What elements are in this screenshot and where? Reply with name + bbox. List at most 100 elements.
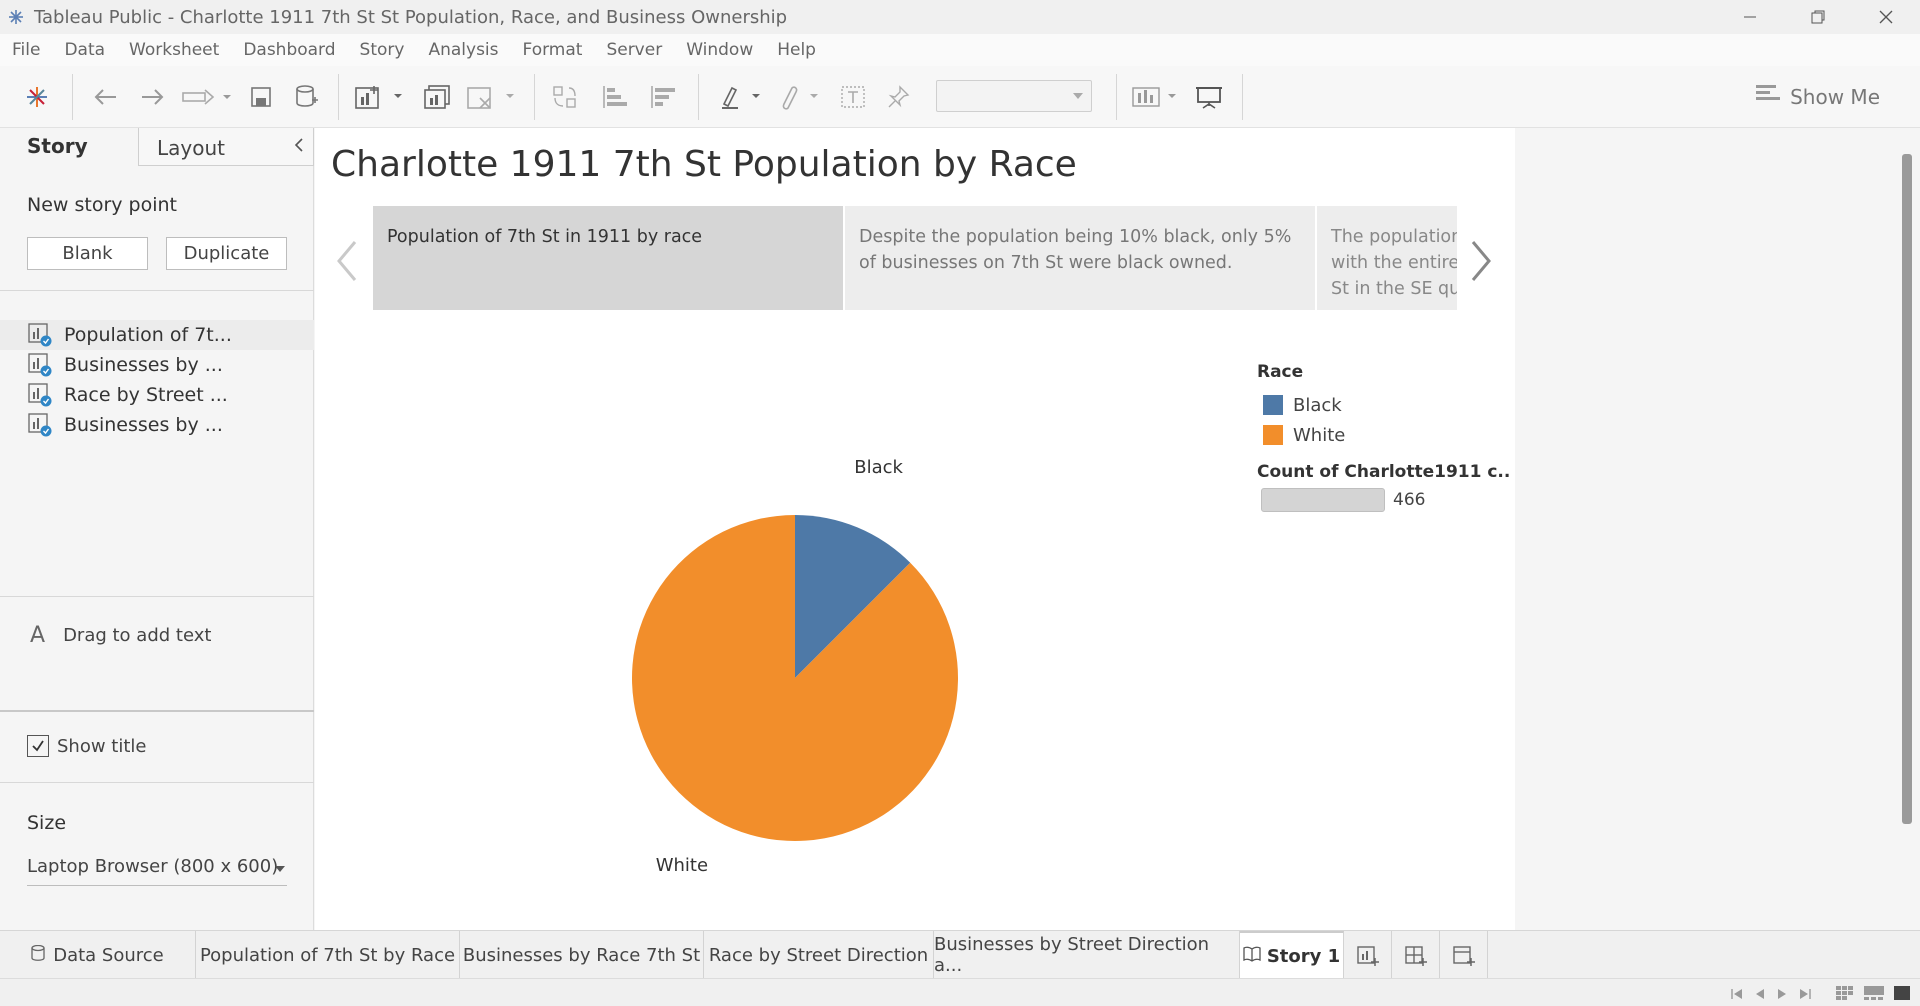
collapse-panel-icon[interactable] [292,136,306,158]
legend-label: Black [1293,394,1342,416]
vertical-scrollbar[interactable] [1902,154,1912,824]
restore-icon[interactable] [1784,0,1852,34]
previous-sheet-icon[interactable] [1754,985,1766,1004]
menu-format[interactable]: Format [522,40,583,60]
duplicate-sheet-icon[interactable] [420,80,454,114]
menu-file[interactable]: File [12,40,41,60]
clear-sheet-icon[interactable] [466,80,522,114]
drag-text-object[interactable]: A Drag to add text [30,623,211,648]
panel-tabs: Story Layout [0,128,314,166]
tab-data-source[interactable]: Data Source [0,931,196,979]
story-caption-active[interactable]: Population of 7th St in 1911 by race [373,206,843,310]
tab-layout[interactable]: Layout [138,128,314,166]
sheet-sorter-icon[interactable] [1836,985,1854,1004]
menu-analysis[interactable]: Analysis [428,40,499,60]
menu-worksheet[interactable]: Worksheet [129,40,220,60]
legend-swatch [1263,395,1283,415]
story-caption-text: The population with the entire St in the… [1331,227,1457,299]
first-sheet-icon[interactable] [1730,985,1744,1004]
size-legend: 466 [1257,488,1510,512]
legend-item-white[interactable]: White [1257,420,1510,450]
pie-slice-black[interactable] [795,515,911,678]
size-legend-bar [1261,488,1385,512]
tab-businesses-street-sheet[interactable]: Businesses by Street Direction a... [934,931,1240,979]
story-point-item[interactable]: Race by Street ... [0,380,314,410]
menu-window[interactable]: Window [686,40,754,60]
swap-icon[interactable] [548,80,582,114]
menu-data[interactable]: Data [64,40,106,60]
story-point-label: Businesses by ... [64,414,223,436]
menu-server[interactable]: Server [606,40,663,60]
legend: Race Black White Count of Charlotte1911 … [1257,362,1510,512]
tab-story[interactable]: Story [27,134,88,158]
sheet-tabs: Data Source Population of 7th St by Race… [0,930,1920,979]
story-caption[interactable]: The population with the entire St in the… [1317,206,1457,310]
show-title-toggle[interactable]: Show title [27,735,146,757]
last-sheet-icon[interactable] [1798,985,1812,1004]
new-story-point-heading: New story point [27,194,178,216]
story-point-item[interactable]: Businesses by ... [0,410,314,440]
legend-item-black[interactable]: Black [1257,390,1510,420]
menu-help[interactable]: Help [777,40,816,60]
tab-race-street-sheet[interactable]: Race by Street Direction [704,931,934,979]
menu-bar: File Data Worksheet Dashboard Story Anal… [0,34,1920,66]
window-controls [1716,0,1920,34]
menu-dashboard[interactable]: Dashboard [243,40,336,60]
database-icon [31,944,45,966]
story-point-item[interactable]: Businesses by ... [0,350,314,380]
group-members-icon[interactable] [776,80,826,114]
filmstrip-icon[interactable] [1864,985,1884,1004]
story-caption[interactable]: Despite the population being 10% black, … [845,206,1315,310]
close-icon[interactable] [1852,0,1920,34]
next-sheet-icon[interactable] [1776,985,1788,1004]
replay-icon[interactable] [180,80,234,114]
new-worksheet-icon[interactable] [354,80,410,114]
window-title: Tableau Public - Charlotte 1911 7th St S… [34,6,788,28]
next-story-point-icon[interactable] [1467,238,1495,288]
chevron-down-icon [275,866,285,872]
tableau-logo-icon [6,7,26,27]
show-title-checkbox[interactable] [27,735,49,757]
new-story-tab-icon[interactable] [1440,931,1488,979]
sort-ascending-icon[interactable] [598,80,632,114]
story-point-label: Businesses by ... [64,354,223,376]
blank-button[interactable]: Blank [27,237,148,270]
new-worksheet-tab-icon[interactable] [1344,931,1392,979]
pie-slice-white[interactable] [632,515,958,841]
sort-descending-icon[interactable] [646,80,680,114]
new-data-source-icon[interactable] [292,80,322,114]
save-icon[interactable] [246,80,276,114]
duplicate-button[interactable]: Duplicate [166,237,287,270]
story-point-item[interactable]: Population of 7t... [0,320,314,350]
tableau-home-icon[interactable] [20,80,54,114]
tab-population-sheet[interactable]: Population of 7th St by Race [196,931,460,979]
highlight-icon[interactable] [718,80,768,114]
story-point-sheet-icon [28,383,52,407]
story-book-icon [1243,946,1261,967]
status-bar [0,978,1920,1006]
undo-icon[interactable] [88,80,122,114]
show-cards-icon[interactable] [1130,80,1184,114]
tab-businesses-race-sheet[interactable]: Businesses by Race 7th St [460,931,704,979]
pin-icon[interactable] [882,80,916,114]
tab-story-1[interactable]: Story 1 [1240,931,1344,979]
redo-icon[interactable] [136,80,170,114]
fit-dropdown[interactable] [936,80,1092,112]
new-dashboard-tab-icon[interactable] [1392,931,1440,979]
minimize-icon[interactable] [1716,0,1784,34]
size-dropdown[interactable]: Laptop Browser (800 x 600) [27,856,287,886]
title-bar: Tableau Public - Charlotte 1911 7th St S… [0,0,1920,34]
show-me-button[interactable]: Show Me [1756,84,1880,109]
show-labels-icon[interactable] [836,80,870,114]
toolbar: Show Me [0,66,1920,128]
legend-swatch [1263,425,1283,445]
size-value: Laptop Browser (800 x 600) [27,856,279,877]
presentation-mode-icon[interactable] [1192,80,1226,114]
tabs-view-icon[interactable] [1894,985,1910,1004]
previous-story-point-icon[interactable] [333,238,361,288]
menu-story[interactable]: Story [359,40,405,60]
pie-label-black: Black [854,457,903,478]
pie-chart: Black White [632,457,958,876]
show-title-label: Show title [57,735,147,757]
drag-text-label: Drag to add text [63,625,212,646]
